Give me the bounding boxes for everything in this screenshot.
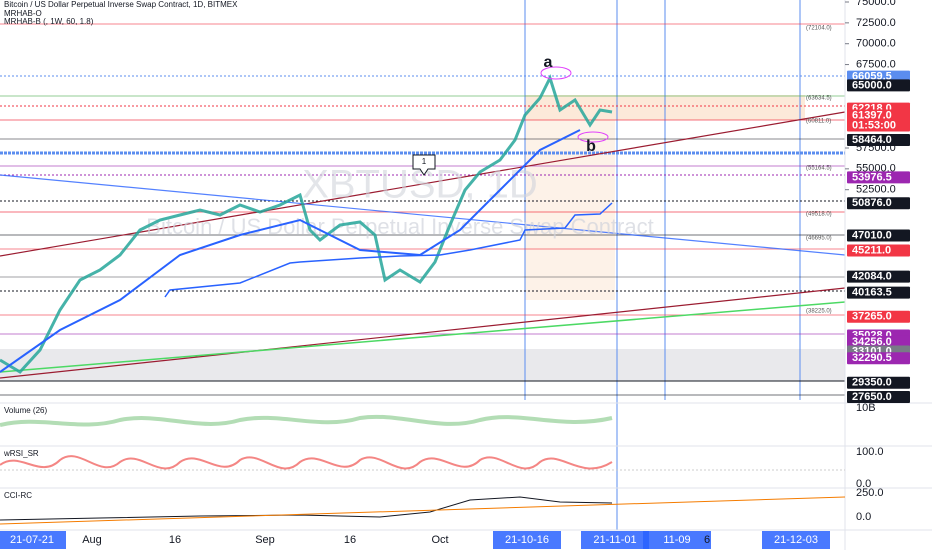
price-badge-label: 40163.5 xyxy=(852,287,892,299)
price-badge xyxy=(847,376,910,389)
time-label: Oct xyxy=(431,534,448,546)
indicator-title: Volume (26) xyxy=(4,406,47,415)
level-note: (60811.0) xyxy=(806,119,831,125)
projection-zone xyxy=(525,120,615,300)
time-highlight xyxy=(643,531,711,549)
step-line xyxy=(164,202,613,298)
price-tick-label: 70000.0 xyxy=(856,38,896,50)
rsi-line xyxy=(0,455,613,470)
price-badge-label: 65000.0 xyxy=(852,79,892,91)
time-label: 21-12-03 xyxy=(774,534,818,546)
price-tick-label: 72500.0 xyxy=(856,17,896,29)
level-note: (63634.5) xyxy=(806,96,832,102)
price-badge xyxy=(847,390,910,403)
time-highlight xyxy=(581,531,649,549)
level-note: (72104.0) xyxy=(806,26,832,32)
time-label: Sep xyxy=(255,534,275,546)
price-badge xyxy=(847,244,910,257)
scale-label: 100.0 xyxy=(856,446,884,458)
cci-line xyxy=(0,496,613,521)
price-tick-label: 52500.0 xyxy=(856,184,896,196)
time-label: 21-10-16 xyxy=(505,534,549,546)
cci-trend xyxy=(0,496,846,525)
study-label: MRHAB-B (, 1W, 60, 1.8) xyxy=(4,17,94,26)
scale-label: 250.0 xyxy=(856,487,884,499)
level-note: (49518.0) xyxy=(806,212,832,218)
circle-b xyxy=(577,131,609,143)
price-badge-label: 61397.0 xyxy=(852,109,892,121)
level-note: (55164.5) xyxy=(806,166,832,172)
level-note: (38225.0) xyxy=(806,309,832,315)
price-badge-label: 47010.0 xyxy=(852,229,892,241)
price-badge-label: 37265.0 xyxy=(852,311,892,323)
range-zone xyxy=(0,349,845,381)
price-badge xyxy=(847,197,910,210)
price-badge-label: 27650.0 xyxy=(852,391,892,403)
price-badge-label: 53976.5 xyxy=(852,171,892,183)
circle-a xyxy=(540,66,572,80)
time-label: 21-11-01 xyxy=(593,534,636,546)
price-badge xyxy=(847,286,910,299)
time-label: Aug xyxy=(82,534,102,546)
price-badge xyxy=(847,133,910,146)
price-badge xyxy=(847,229,910,242)
vertical-lines xyxy=(524,0,801,530)
marker-label: 1 xyxy=(422,157,427,166)
price-badge xyxy=(847,270,910,283)
price-badge xyxy=(847,310,910,323)
level-note: (46695.0) xyxy=(806,236,832,242)
price-badge-label: 29350.0 xyxy=(852,377,892,389)
time-highlight xyxy=(0,531,66,549)
price-badge-label: 58464.0 xyxy=(852,134,892,146)
time-label: 16 xyxy=(169,534,181,546)
levels xyxy=(0,23,845,396)
price-path xyxy=(0,74,613,374)
study-label: MRHAB-O xyxy=(4,9,42,18)
price-badge xyxy=(847,109,910,132)
price-badge-label: 42084.0 xyxy=(852,270,892,282)
price-badge-label: 45211.0 xyxy=(852,244,891,256)
time-label: 11-09 xyxy=(663,534,690,546)
price-badge xyxy=(847,352,910,365)
price-tick-label: 75000.0 xyxy=(856,0,896,8)
time-label: 16 xyxy=(344,534,356,546)
watermark-description: Bitcoin / US Dollar Perpetual Inverse Sw… xyxy=(146,214,653,239)
wave-label-b: b xyxy=(586,138,596,155)
scale-label: 10B xyxy=(856,402,876,414)
time-label: 6 xyxy=(704,534,710,546)
chart-title: Bitcoin / US Dollar Perpetual Inverse Sw… xyxy=(4,0,238,9)
price-badge-label: 50876.0 xyxy=(852,197,892,209)
marker-callout xyxy=(412,154,436,176)
price-tick-label: 67500.0 xyxy=(856,58,896,70)
indicator-title: wRSI_SR xyxy=(3,449,39,458)
wave-label-a: a xyxy=(544,54,553,71)
price-badge-label: 32290.5 xyxy=(852,352,892,364)
volume-band xyxy=(0,414,613,427)
indicator-title: CCI-RC xyxy=(4,491,32,500)
scale-label: 0.0 xyxy=(856,511,871,523)
price-badge xyxy=(847,79,910,92)
time-highlight xyxy=(493,531,561,549)
ma-line xyxy=(0,129,581,373)
time-highlight xyxy=(762,531,830,549)
countdown-label: 01:53:00 xyxy=(852,119,896,131)
scale-label: 0.0 xyxy=(856,478,871,490)
price-badge xyxy=(847,171,910,184)
price-badge-label: 34256.0 xyxy=(852,336,892,348)
price-badge xyxy=(847,335,910,348)
trend-lines xyxy=(0,111,846,379)
time-label: 21-07-21 xyxy=(10,534,54,546)
